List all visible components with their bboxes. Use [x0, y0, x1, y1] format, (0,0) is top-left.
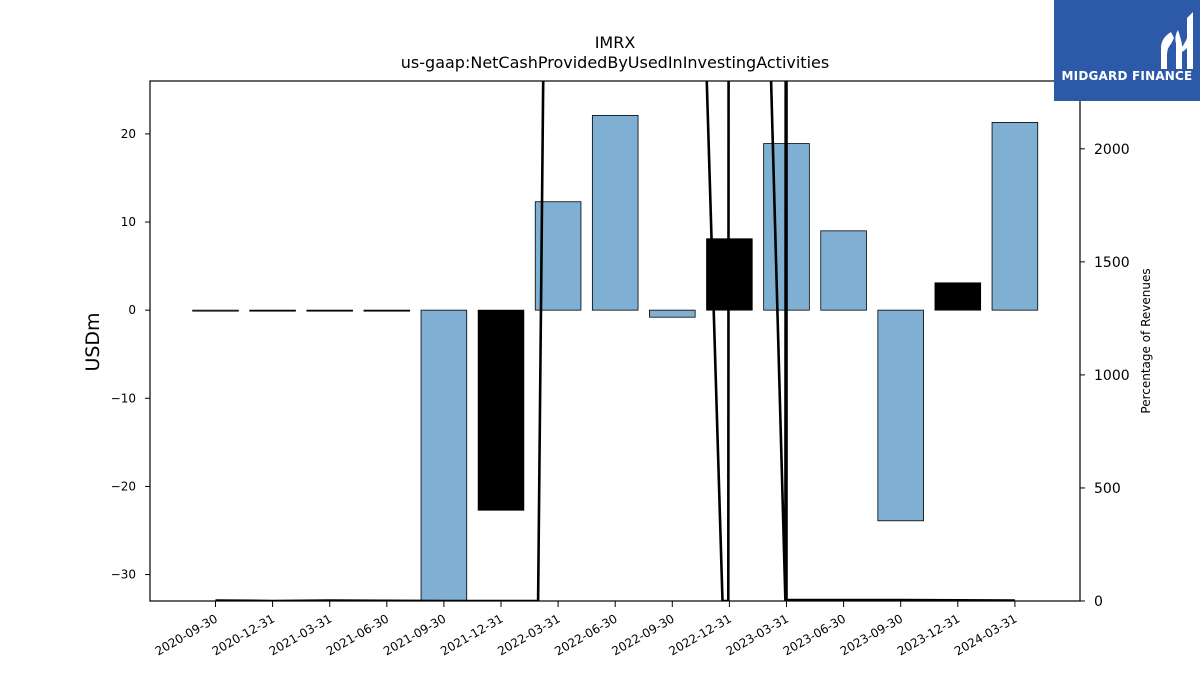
x-tick-label: 2023-06-30: [781, 611, 848, 658]
y-tick-label: −30: [111, 568, 136, 582]
x-tick-label: 2023-12-31: [895, 611, 962, 658]
x-tick-label: 2020-09-30: [153, 611, 220, 658]
y-tick-label: −10: [111, 391, 136, 405]
bar-2021-09-30: [420, 309, 468, 602]
y-tick-label: 0: [128, 303, 136, 317]
x-tick-label: 2022-06-30: [552, 611, 619, 658]
x-tick-label: 2021-09-30: [381, 611, 448, 658]
bar-2021-12-31: [477, 309, 525, 511]
bar-2023-09-30: [877, 309, 924, 522]
bar-2022-06-30: [591, 114, 639, 311]
y-tick-label: 20: [121, 127, 136, 141]
logo-mark-icon: [1161, 12, 1193, 69]
y2-tick-label: 0: [1094, 594, 1103, 610]
x-tick-label: 2024-03-31: [952, 611, 1019, 658]
y-axis-left: −30 −20 −10 0 10 20: [111, 127, 150, 582]
bar-2020-12-31: [249, 309, 296, 312]
x-axis: 2020-09-302020-12-312021-03-312021-06-30…: [153, 601, 1019, 658]
bars-group: [192, 114, 1039, 602]
chart-subtitle: us-gaap:NetCashProvidedByUsedInInvesting…: [401, 53, 829, 72]
x-tick-label: 2023-09-30: [838, 611, 905, 658]
x-tick-label: 2023-03-31: [724, 611, 791, 658]
bar-2023-12-31: [934, 282, 982, 311]
bar-2020-09-30: [192, 309, 239, 312]
y2-axis-label: Percentage of Revenues: [1139, 268, 1153, 413]
midgard-finance-logo: MIDGARD FINANCE: [1054, 0, 1200, 101]
y2-tick-label: 2000: [1094, 142, 1130, 158]
x-tick-label: 2022-03-31: [495, 611, 562, 658]
bar-2021-03-31: [306, 309, 353, 312]
y-axis-label: USDm: [82, 312, 104, 371]
y-tick-label: −20: [111, 479, 136, 493]
logo-text: MIDGARD FINANCE: [1061, 69, 1193, 83]
bar-2022-09-30: [649, 309, 696, 318]
y-tick-label: 10: [121, 215, 136, 229]
x-tick-label: 2021-03-31: [267, 611, 334, 658]
bar-2021-06-30: [363, 309, 411, 312]
x-tick-label: 2021-12-31: [438, 611, 505, 658]
y2-tick-label: 1000: [1094, 368, 1130, 384]
bar-2023-06-30: [820, 230, 867, 311]
x-tick-label: 2022-09-30: [609, 611, 676, 658]
chart-title: IMRX: [595, 33, 636, 52]
x-tick-label: 2022-12-31: [666, 611, 733, 658]
y-axis-right: 0 500 1000 1500 2000: [1080, 142, 1130, 610]
y2-tick-label: 500: [1094, 481, 1121, 497]
bar-2024-03-31: [991, 122, 1039, 311]
x-tick-label: 2021-06-30: [324, 611, 391, 658]
x-tick-label: 2020-12-31: [210, 611, 277, 658]
y2-tick-label: 1500: [1094, 255, 1130, 271]
